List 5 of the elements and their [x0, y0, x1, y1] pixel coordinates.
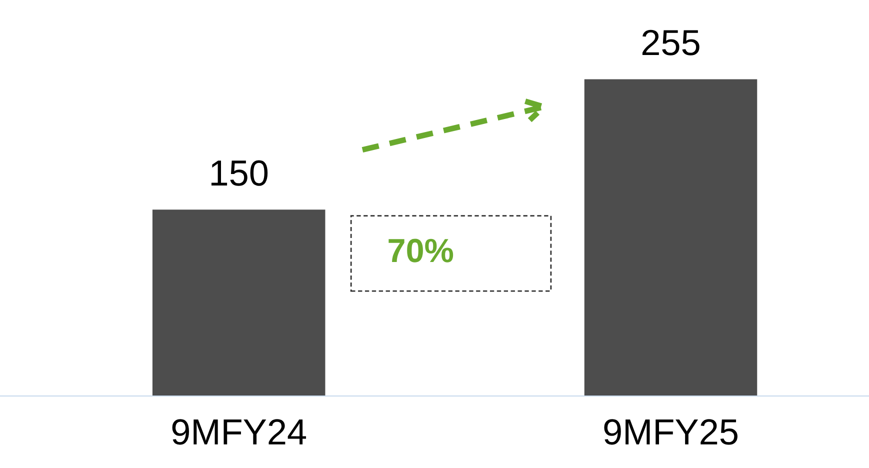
data-label: 255	[642, 30, 700, 56]
data-label: 150	[211, 160, 268, 186]
x-tick-label: 9MFY25	[604, 419, 738, 445]
annotation: 70%	[388, 238, 454, 262]
x-tick-label: 9MFY24	[172, 419, 306, 445]
